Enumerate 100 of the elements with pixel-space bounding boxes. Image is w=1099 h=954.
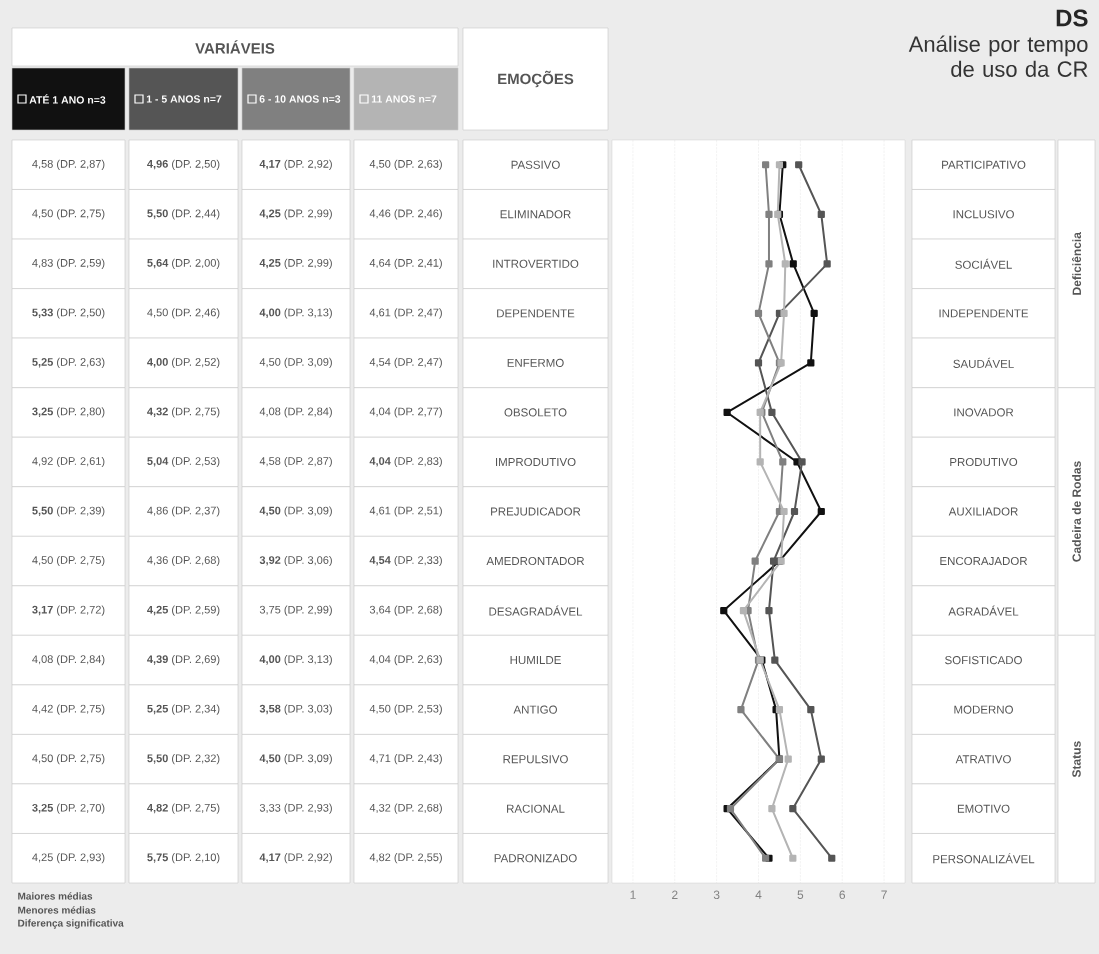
- data-label: 4,00 (DP. 3,13): [259, 308, 332, 319]
- y-tick-label: REPULSIVO: [503, 755, 568, 764]
- y-tick-label: OBSOLETO: [504, 408, 567, 417]
- data-label: 4,82 (DP. 2,55): [369, 853, 442, 864]
- data-label: 4,58 (DP. 2,87): [32, 159, 105, 170]
- text: Cadeira de Rodas: [1072, 461, 1081, 562]
- data-label: 4,58 (DP. 2,87): [259, 456, 332, 468]
- data-label: 4,25 (DP. 2,93): [32, 853, 105, 864]
- text: Menores médias: [18, 906, 96, 914]
- y-axis-title: EMOÇÕES: [498, 70, 574, 88]
- y-tick-label: PADRONIZADO: [494, 854, 577, 863]
- x-tick-label: 4: [755, 890, 762, 899]
- data-label: 4,17 (DP. 2,92): [259, 159, 332, 170]
- text: Status: [1072, 741, 1081, 778]
- data-label: 4,61 (DP. 2,47): [369, 308, 442, 319]
- legend-label: 1 - 5 ANOS n=7: [146, 95, 222, 103]
- data-label: 4,00 (DP. 2,52): [147, 357, 220, 369]
- data-label: 4,92 (DP. 2,61): [32, 456, 105, 468]
- y2-tick-label: AUXILIADOR: [948, 507, 1018, 516]
- data-label: 4,42 (DP. 2,75): [32, 704, 105, 715]
- data-label: 4,64 (DP. 2,41): [369, 258, 442, 269]
- data-label: 3,75 (DP. 2,99): [259, 605, 332, 616]
- data-label: 4,50 (DP. 2,46): [147, 308, 220, 319]
- data-label: 4,54 (DP. 2,33): [369, 555, 442, 567]
- data-label: 5,25 (DP. 2,34): [147, 704, 220, 715]
- y-tick-label: INTROVERTIDO: [493, 259, 579, 268]
- data-label: 4,04 (DP. 2,83): [369, 456, 442, 468]
- y-tick-label: ELIMINADOR: [500, 210, 571, 219]
- y2-tick-label: MODERNO: [954, 705, 1013, 714]
- x-tick-label: 6: [839, 890, 846, 900]
- text: DS: [1056, 9, 1088, 27]
- data-label: 4,82 (DP. 2,75): [147, 803, 220, 814]
- y-tick-label: ENFERMO: [507, 358, 564, 367]
- data-label: 4,00 (DP. 3,13): [259, 654, 332, 666]
- y-tick-label: DEPENDENTE: [497, 309, 575, 318]
- data-label: 4,50 (DP. 2,75): [32, 555, 105, 567]
- x-tick-label: 1: [630, 890, 636, 899]
- y2-tick-label: ATRATIVO: [955, 755, 1011, 764]
- data-label: 5,50 (DP. 2,32): [147, 754, 220, 765]
- data-label: 4,50 (DP. 2,75): [32, 209, 105, 220]
- data-label: 5,33 (DP. 2,50): [32, 308, 105, 319]
- data-label: 5,25 (DP. 2,63): [32, 357, 105, 369]
- data-label: 4,83 (DP. 2,59): [32, 258, 105, 269]
- y-tick-label: DESAGRADÁVEL: [489, 605, 583, 616]
- text: Análise por tempo de uso da CR: [908, 35, 1088, 77]
- x-tick-label: 7: [881, 890, 887, 899]
- data-label: 5,75 (DP. 2,10): [147, 853, 220, 864]
- data-label: 3,92 (DP. 3,06): [259, 555, 332, 567]
- data-label: 4,32 (DP. 2,68): [369, 803, 442, 814]
- y-tick-label: PASSIVO: [511, 160, 560, 169]
- y-tick-label: ANTIGO: [513, 705, 557, 714]
- data-label: 4,54 (DP. 2,47): [369, 357, 442, 369]
- legend-label: 6 - 10 ANOS n=3: [259, 95, 341, 103]
- data-label: 3,64 (DP. 2,68): [369, 605, 442, 616]
- data-label: 4,46 (DP. 2,46): [369, 209, 442, 220]
- data-label: 4,25 (DP. 2,99): [259, 209, 332, 220]
- data-label: 5,50 (DP. 2,44): [147, 209, 220, 220]
- x-tick-label: 5: [797, 890, 804, 899]
- data-label: 4,17 (DP. 2,92): [259, 853, 332, 864]
- y-tick-label: RACIONAL: [507, 804, 565, 813]
- data-label: 4,50 (DP. 3,09): [259, 506, 332, 517]
- data-label: 4,36 (DP. 2,68): [147, 555, 220, 567]
- data-label: 4,96 (DP. 2,50): [147, 159, 220, 170]
- y-tick-label: AMEDRONTADOR: [486, 556, 585, 566]
- data-label: 4,50 (DP. 3,09): [259, 754, 332, 765]
- legend-label: 11 ANOS n=7: [371, 95, 437, 103]
- text: Diferença significativa: [18, 919, 124, 929]
- data-label: 4,04 (DP. 2,77): [369, 407, 442, 418]
- data-label: 4,32 (DP. 2,75): [147, 407, 220, 418]
- data-label: 4,50 (DP. 2,63): [369, 159, 442, 170]
- y-tick-label: HUMILDE: [510, 656, 561, 665]
- data-label: 4,50 (DP. 2,53): [369, 704, 442, 715]
- y2-tick-label: INDEPENDENTE: [939, 309, 1029, 318]
- text: Maiores médias: [18, 892, 93, 900]
- data-label: 3,58 (DP. 3,03): [259, 704, 332, 715]
- data-label: 3,25 (DP. 2,80): [32, 407, 105, 418]
- data-label: 3,17 (DP. 2,72): [32, 605, 105, 616]
- y2-tick-label: SOFISTICADO: [945, 656, 1022, 665]
- legend-title: VARIÁVEIS: [195, 40, 275, 54]
- x-tick-label: 3: [713, 890, 720, 900]
- y2-tick-label: SAUDÁVEL: [953, 357, 1014, 368]
- data-label: 3,25 (DP. 2,70): [32, 803, 105, 814]
- x-tick-label: 2: [672, 890, 678, 899]
- y-tick-label: IMPRODUTIVO: [496, 457, 576, 467]
- y2-tick-label: EMOTIVO: [957, 804, 1010, 813]
- data-label: 4,71 (DP. 2,43): [369, 754, 442, 765]
- data-label: 4,61 (DP. 2,51): [369, 506, 442, 517]
- data-label: 5,64 (DP. 2,00): [147, 258, 220, 269]
- y2-tick-label: INCLUSIVO: [953, 210, 1014, 219]
- y2-tick-label: PRODUTIVO: [950, 457, 1018, 467]
- data-label: 4,04 (DP. 2,63): [369, 654, 442, 666]
- y-tick-label: PREJUDICADOR: [491, 507, 581, 516]
- data-label: 4,25 (DP. 2,99): [259, 258, 332, 269]
- y2-tick-label: AGRADÁVEL: [948, 605, 1019, 616]
- data-label: 4,50 (DP. 3,09): [259, 357, 332, 369]
- legend-label: ATÉ 1 ANO n=3: [29, 94, 106, 104]
- y2-tick-label: INOVADOR: [954, 408, 1014, 417]
- y2-tick-label: SOCIÁVEL: [955, 258, 1012, 269]
- data-label: 4,25 (DP. 2,59): [147, 605, 220, 616]
- y2-tick-label: ENCORAJADOR: [940, 556, 1028, 566]
